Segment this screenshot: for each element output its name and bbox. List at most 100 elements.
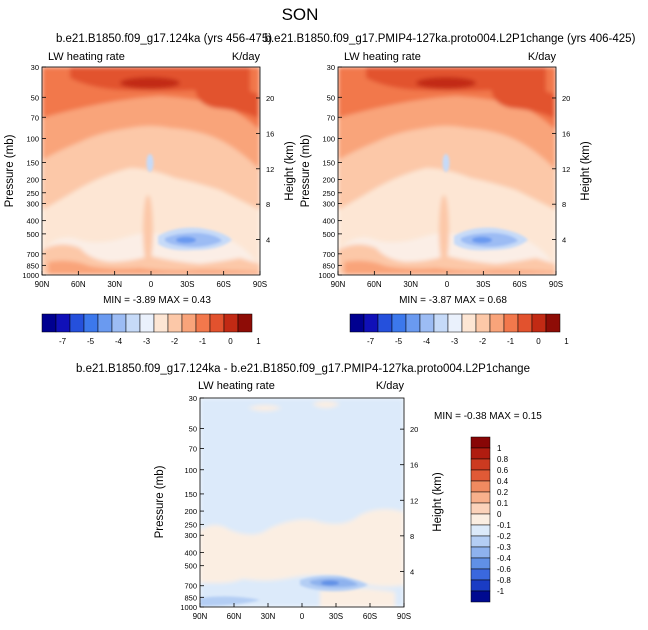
panel-3: b.e21.B1850.f09_g17.124ka - b.e21.B1850.…	[76, 363, 542, 621]
colorbar-swatch	[405, 313, 421, 333]
y2-tick-label: 16	[562, 129, 570, 138]
y-tick-label: 500	[26, 230, 39, 239]
colorbar-label: -4	[423, 337, 431, 346]
colorbar-swatch	[470, 513, 491, 526]
colorbar-label: -0.6	[497, 565, 511, 574]
panel-3-axes: 90N 60N 30N 0 30S 60S 90S 30 50 70 100 150 200 250 300…	[180, 394, 418, 621]
colorbar-swatch	[470, 436, 491, 449]
colorbar-swatch	[69, 313, 85, 333]
colorbar-1: -7 -5 -4 -3 -2 -1 0 1	[41, 313, 261, 346]
y-tick-label: 150	[184, 490, 197, 499]
x-tick-label: 90S	[549, 280, 563, 289]
colorbar-swatch	[470, 579, 491, 592]
panel-2-field	[338, 67, 556, 275]
y-tick-label: 850	[26, 261, 39, 270]
colorbar-2: -7 -5 -4 -3 -2 -1 0 1	[349, 313, 569, 346]
x-tick-label: 0	[445, 280, 450, 289]
colorbar-swatch	[461, 313, 477, 333]
y2-tick-label: 20	[562, 94, 570, 103]
y-tick-label: 250	[322, 189, 335, 198]
colorbar-label: -0.4	[497, 554, 511, 563]
y2-tick-label: 20	[266, 94, 274, 103]
y-tick-label: 700	[184, 582, 197, 591]
colorbar-label: -3	[143, 337, 151, 346]
y2-tick-label: 4	[266, 236, 270, 245]
y-tick-label: 1000	[22, 271, 39, 280]
x-tick-label: 60S	[363, 612, 377, 621]
y-tick-label: 200	[184, 507, 197, 516]
panel-1: b.e21.B1850.f09_g17.124ka (yrs 456-475) …	[4, 33, 296, 306]
panel-3-title: b.e21.B1850.f09_g17.124ka - b.e21.B1850.…	[76, 363, 530, 375]
colorbar-label: 0.8	[497, 455, 509, 464]
y2-tick-label: 12	[266, 165, 274, 174]
panel-2-left-label: LW heating rate	[344, 51, 421, 63]
y-tick-label: 250	[184, 520, 197, 529]
colorbar-label: -1	[199, 337, 207, 346]
panel-2: b.e21.B1850.f09_g17.PMIP4-127ka.proto004…	[265, 33, 636, 306]
y-tick-label: 30	[327, 63, 335, 72]
y-tick-label: 100	[322, 134, 335, 143]
x-tick-label: 60N	[227, 612, 242, 621]
x-tick-label: 60N	[71, 280, 86, 289]
colorbar-swatch	[433, 313, 449, 333]
y2-tick-label: 16	[410, 461, 418, 470]
panel-1-y2label: Height (km)	[284, 141, 296, 201]
colorbar-swatch	[55, 313, 71, 333]
colorbar-swatch	[41, 313, 57, 333]
y2-tick-label: 16	[266, 129, 274, 138]
panel-1-ylabel: Pressure (mb)	[4, 134, 16, 207]
panel-2-stats: MIN = -3.87 MAX = 0.68	[399, 295, 507, 306]
colorbar-swatch	[470, 469, 491, 482]
y2-tick-label: 8	[562, 200, 566, 209]
y-tick-label: 70	[189, 445, 197, 454]
panel-2-axes: 90N 60N 30N 0 30S 60S 90S 30 50 70 100 150 200 250 300…	[318, 63, 570, 289]
colorbar-swatch	[209, 313, 225, 333]
colorbar-swatch	[470, 491, 491, 504]
colorbar-swatch	[363, 313, 379, 333]
colorbar-label: -0.8	[497, 576, 511, 585]
y-tick-label: 150	[322, 158, 335, 167]
y-tick-label: 400	[184, 548, 197, 557]
y-tick-label: 150	[26, 158, 39, 167]
colorbar-swatch	[470, 535, 491, 548]
y-tick-label: 100	[26, 134, 39, 143]
x-tick-label: 0	[300, 612, 305, 621]
panel-1-axes: 90N 60N 30N 0 30S 60S 90S 30 50 70 100 150 200 250 300…	[22, 63, 274, 289]
colorbar-label: -0.1	[497, 521, 511, 530]
y-tick-label: 50	[189, 424, 197, 433]
y-tick-label: 30	[189, 394, 197, 403]
y-tick-label: 850	[322, 261, 335, 270]
colorbar-swatch	[111, 313, 127, 333]
colorbar-swatch	[470, 546, 491, 559]
x-tick-label: 60S	[513, 280, 527, 289]
colorbar-label: 0.6	[497, 466, 509, 475]
y-tick-label: 50	[327, 93, 335, 102]
y-tick-label: 100	[184, 466, 197, 475]
colorbar-label: 0.2	[497, 488, 509, 497]
y2-tick-label: 20	[410, 425, 418, 434]
y-tick-label: 400	[322, 217, 335, 226]
x-tick-label: 30S	[180, 280, 194, 289]
colorbar-label: -5	[87, 337, 95, 346]
colorbar-swatch	[181, 313, 197, 333]
x-tick-label: 30N	[261, 612, 276, 621]
colorbar-swatch	[531, 313, 547, 333]
colorbar-label: -3	[451, 337, 459, 346]
colorbar-label: 0.1	[497, 499, 509, 508]
panel-2-title: b.e21.B1850.f09_g17.PMIP4-127ka.proto004…	[265, 33, 636, 45]
colorbar-label: 0	[228, 337, 233, 346]
colorbar-swatch	[470, 502, 491, 515]
colorbar-swatch	[470, 590, 491, 603]
y-tick-label: 50	[31, 93, 39, 102]
colorbar-label: -0.3	[497, 543, 511, 552]
colorbar-label: 0.4	[497, 477, 509, 486]
colorbar-label: 0	[536, 337, 541, 346]
x-tick-label: 90N	[35, 280, 50, 289]
panel-1-title: b.e21.B1850.f09_g17.124ka (yrs 456-475)	[56, 33, 272, 45]
x-tick-label: 90N	[331, 280, 346, 289]
colorbar-swatch	[470, 568, 491, 581]
y-tick-label: 700	[322, 250, 335, 259]
colorbar-label: -2	[479, 337, 487, 346]
colorbar-label: 1	[564, 337, 569, 346]
y-tick-label: 300	[322, 200, 335, 209]
